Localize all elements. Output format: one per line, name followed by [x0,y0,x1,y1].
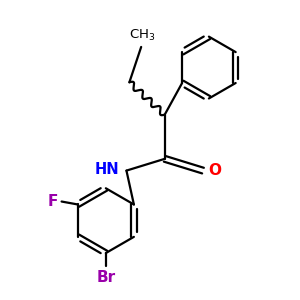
Text: Br: Br [96,270,116,285]
Text: F: F [48,194,58,209]
Text: CH$_3$: CH$_3$ [129,28,156,44]
Text: HN: HN [94,162,119,177]
Text: O: O [208,163,221,178]
